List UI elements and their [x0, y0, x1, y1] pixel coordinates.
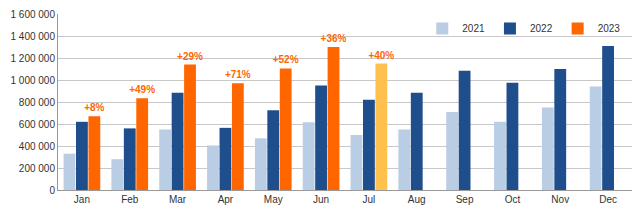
svg-text:1 600 000: 1 600 000: [11, 9, 56, 20]
svg-text:Mar: Mar: [169, 194, 187, 205]
svg-text:Jul: Jul: [363, 194, 376, 205]
svg-text:200 000: 200 000: [19, 163, 56, 174]
svg-text:+71%: +71%: [225, 69, 251, 80]
svg-text:May: May: [264, 194, 283, 205]
svg-text:+40%: +40%: [368, 50, 394, 61]
svg-text:Sep: Sep: [456, 194, 474, 205]
svg-text:+8%: +8%: [84, 102, 104, 113]
svg-text:1 000 000: 1 000 000: [11, 75, 56, 86]
svg-text:Jan: Jan: [74, 194, 90, 205]
svg-text:+49%: +49%: [129, 84, 155, 95]
svg-text:0: 0: [49, 185, 55, 196]
svg-text:+52%: +52%: [273, 54, 299, 65]
svg-text:Dec: Dec: [599, 194, 617, 205]
svg-text:2023: 2023: [598, 23, 621, 34]
svg-text:Apr: Apr: [218, 194, 234, 205]
svg-text:Oct: Oct: [505, 194, 521, 205]
svg-text:1 400 000: 1 400 000: [11, 31, 56, 42]
svg-text:2021: 2021: [462, 23, 485, 34]
svg-text:Feb: Feb: [121, 194, 139, 205]
svg-text:2022: 2022: [530, 23, 553, 34]
svg-text:800 000: 800 000: [19, 97, 56, 108]
svg-text:+36%: +36%: [321, 33, 347, 44]
svg-text:Jun: Jun: [313, 194, 329, 205]
svg-text:600 000: 600 000: [19, 119, 56, 130]
svg-text:400 000: 400 000: [19, 141, 56, 152]
svg-text:Aug: Aug: [408, 194, 426, 205]
svg-text:1 200 000: 1 200 000: [11, 53, 56, 64]
svg-text:Nov: Nov: [551, 194, 569, 205]
svg-text:+29%: +29%: [177, 51, 203, 62]
